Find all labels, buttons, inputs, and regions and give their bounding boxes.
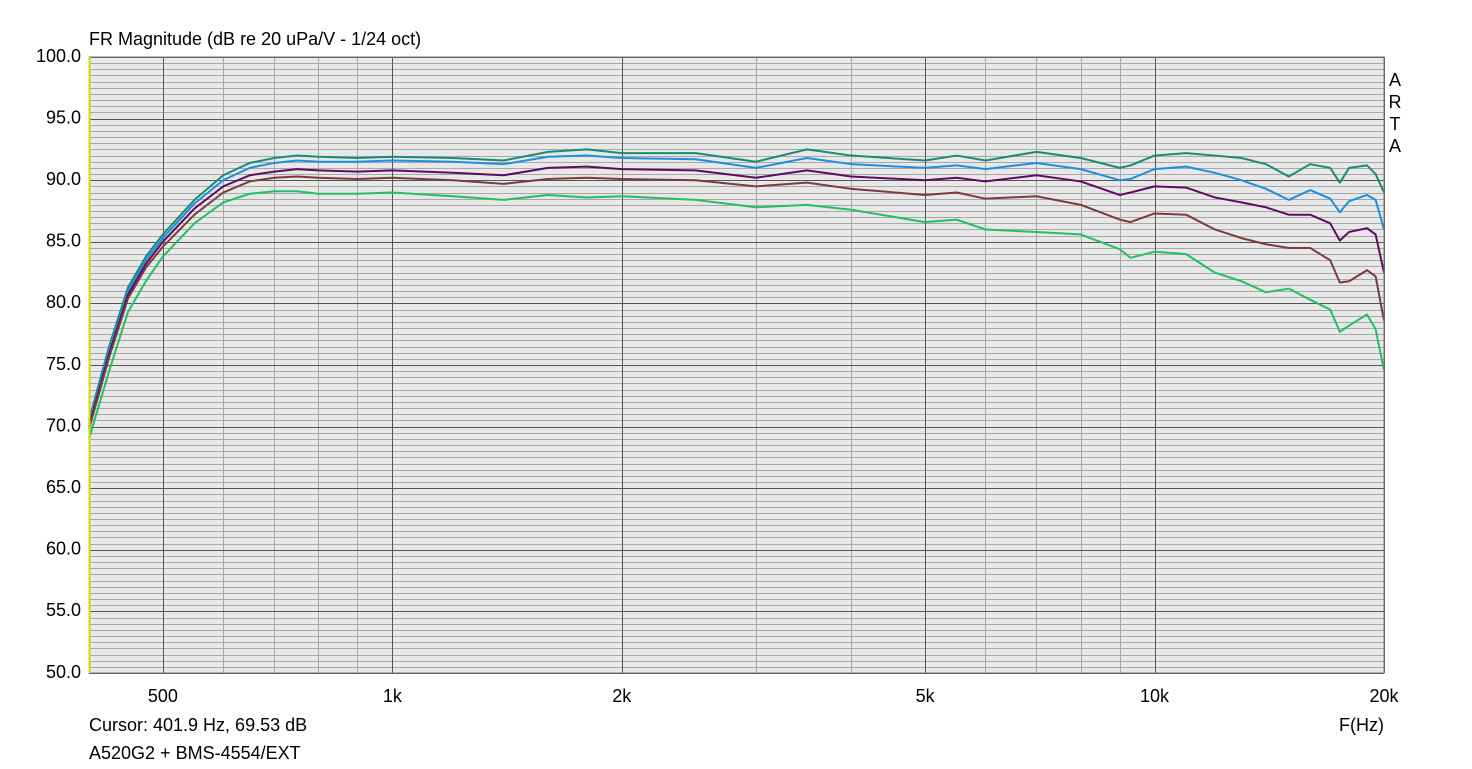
x-tick-label: 10k: [1140, 686, 1170, 706]
x-tick-label: 1k: [383, 686, 403, 706]
x-tick-label: 500: [148, 686, 178, 706]
y-tick-label: 100.0: [36, 46, 81, 66]
y-tick-label: 75.0: [46, 354, 81, 374]
x-tick-label: 20k: [1369, 686, 1399, 706]
y-tick-label: 50.0: [46, 662, 81, 682]
curves: [88, 148, 1385, 440]
cursor-readout: Cursor: 401.9 Hz, 69.53 dB: [89, 715, 307, 735]
x-axis-label: F(Hz): [1339, 715, 1384, 735]
y-tick-label: 80.0: [46, 292, 81, 312]
y-tick-label: 85.0: [46, 231, 81, 251]
y-tick-label: 90.0: [46, 169, 81, 189]
y-tick-label: 70.0: [46, 415, 81, 435]
x-tick-label: 5k: [916, 686, 936, 706]
y-tick-label: 60.0: [46, 539, 81, 559]
chart-title: FR Magnitude (dB re 20 uPa/V - 1/24 oct): [89, 29, 421, 49]
x-tick-label: 2k: [612, 686, 632, 706]
y-tick-label: 95.0: [46, 107, 81, 127]
frequency-response-curve: [88, 175, 1385, 430]
frequency-response-curve: [88, 154, 1385, 425]
frequency-response-curve: [88, 190, 1385, 440]
watermark: ARTA: [1385, 70, 1405, 158]
frequency-response-curve: [88, 148, 1385, 421]
footer: A520G2 + BMS-4554/EXT: [89, 743, 301, 763]
y-tick-label: 65.0: [46, 477, 81, 497]
frequency-response-curve: [88, 165, 1385, 427]
y-tick-label: 55.0: [46, 600, 81, 620]
